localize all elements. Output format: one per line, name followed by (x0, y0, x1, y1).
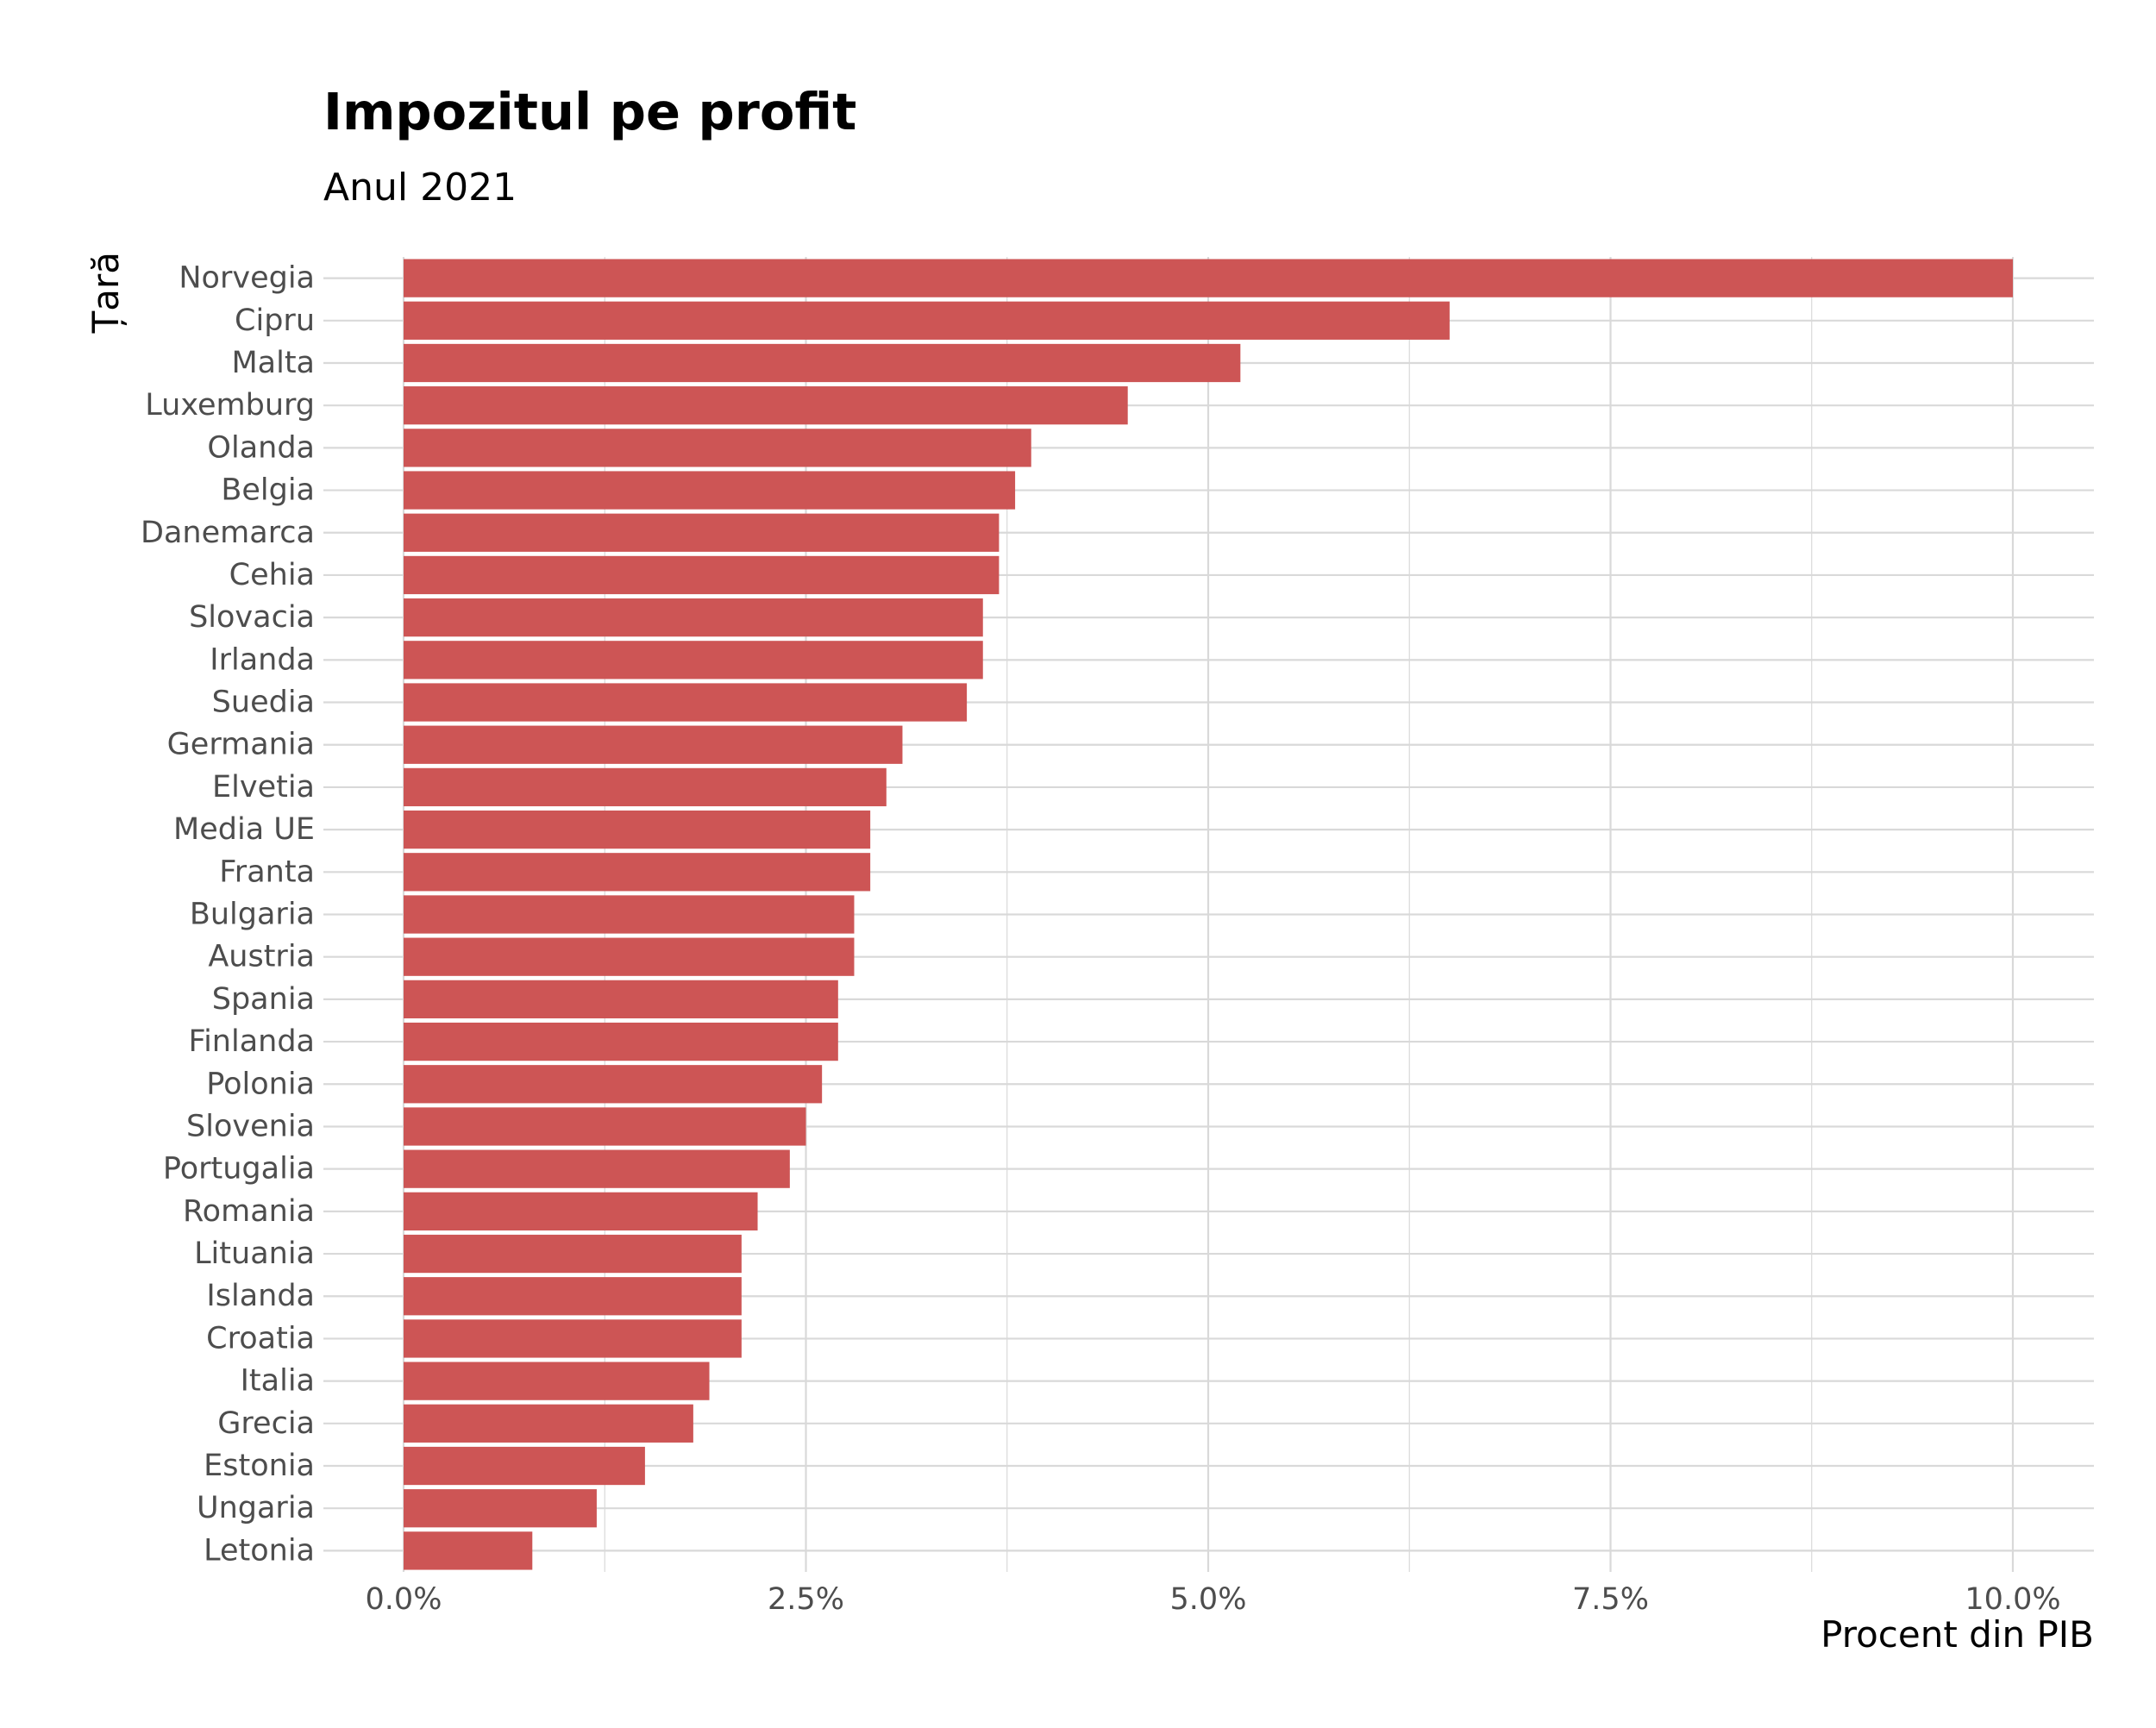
bar-cehia (404, 555, 1000, 595)
bar-luxemburg (404, 386, 1128, 425)
y-tick-label: Letonia (204, 1533, 315, 1568)
bar-islanda (404, 1277, 742, 1316)
bar-irlanda (404, 641, 983, 679)
bars (404, 259, 2013, 1570)
y-tick-label: Franta (219, 855, 315, 889)
bar-slovenia (404, 1107, 806, 1146)
bar-grecia (404, 1404, 693, 1443)
bar-polonia (404, 1065, 823, 1104)
bar-estonia (404, 1446, 645, 1486)
y-tick-label: Bulgaria (190, 898, 315, 932)
bar-cipru (404, 301, 1450, 340)
y-tick-label: Olanda (207, 430, 315, 465)
bar-austria (404, 937, 855, 976)
bar-norvegia (404, 259, 2013, 297)
y-tick-label: Norvegia (179, 261, 315, 296)
y-tick-label: Spania (212, 982, 315, 1017)
x-tick-label: 2.5% (768, 1582, 844, 1617)
bar-malta (404, 343, 1241, 383)
bar-bulgaria (404, 895, 855, 934)
x-tick-label: 10.0% (1965, 1582, 2060, 1617)
chart-subtitle: Anul 2021 (323, 166, 517, 210)
bar-lituania (404, 1234, 742, 1274)
y-tick-label: Portugalia (163, 1152, 315, 1186)
y-tick-label: Polonia (206, 1067, 315, 1101)
y-axis-title: Țară (85, 252, 127, 334)
bar-spania (404, 980, 838, 1019)
y-tick-label: Estonia (204, 1449, 315, 1483)
bar-suedia (404, 683, 968, 722)
y-tick-label: Slovacia (189, 600, 315, 635)
y-tick-label: Slovenia (186, 1109, 315, 1143)
bar-italia (404, 1362, 710, 1400)
y-tick-label: Luxemburg (145, 388, 315, 423)
bar-croatia (404, 1319, 742, 1358)
y-tick-label: Germania (167, 728, 315, 762)
y-tick-label: Romania (183, 1194, 315, 1229)
x-axis-tick-labels: 0.0% 2.5% 5.0% 7.5% 10.0% (366, 1582, 2061, 1617)
y-tick-label: Lituania (194, 1237, 315, 1271)
y-tick-label: Islanda (206, 1279, 315, 1313)
y-tick-label: Cehia (229, 558, 315, 592)
y-axis-tick-labels: Norvegia Cipru Malta Luxemburg Olanda Belgia D… (141, 261, 315, 1568)
y-tick-label: Danemarca (141, 516, 315, 550)
y-tick-label: Belgia (221, 473, 315, 508)
y-tick-label: Austria (208, 940, 315, 974)
bar-portugalia (404, 1149, 790, 1188)
bar-letonia (404, 1531, 533, 1570)
chart-title: Impozitul pe profit (323, 82, 856, 141)
x-tick-label: 5.0% (1170, 1582, 1247, 1617)
y-tick-label: Suedia (212, 686, 315, 720)
y-tick-label: Malta (231, 346, 315, 380)
y-tick-label: Italia (241, 1364, 315, 1399)
y-tick-label: Media UE (173, 812, 315, 847)
bar-slovacia (404, 598, 983, 637)
y-tick-label: Ungaria (197, 1491, 315, 1525)
x-tick-label: 7.5% (1572, 1582, 1649, 1617)
bar-belgia (404, 471, 1016, 510)
y-tick-label: Finlanda (188, 1024, 315, 1059)
x-axis-title: Procent din PIB (1821, 1613, 2094, 1656)
bar-finlanda (404, 1022, 838, 1061)
bar-romania (404, 1192, 758, 1230)
y-tick-label: Grecia (217, 1406, 315, 1441)
bar-ungaria (404, 1489, 597, 1528)
y-tick-label: Croatia (206, 1321, 315, 1355)
x-tick-label: 0.0% (366, 1582, 442, 1617)
bar-germania (404, 725, 903, 764)
bar-elvetia (404, 767, 887, 807)
bar-olanda (404, 429, 1031, 467)
bar-danemarca (404, 513, 1000, 552)
y-tick-label: Elvetia (212, 770, 315, 805)
bar-media-ue (404, 810, 871, 849)
y-tick-label: Irlanda (210, 642, 315, 677)
y-tick-label: Cipru (235, 304, 315, 338)
bar-franta (404, 853, 871, 892)
